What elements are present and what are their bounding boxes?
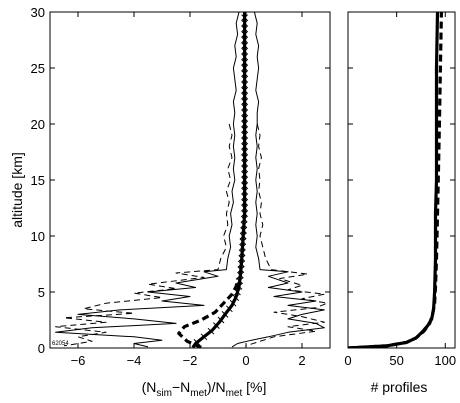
left-marker: [217, 316, 225, 324]
right-series-group: [348, 12, 443, 348]
left-marker: [241, 14, 248, 21]
left-marker: [241, 143, 248, 150]
left-marker: [239, 232, 247, 240]
right-x-tick-label: 50: [389, 353, 403, 368]
left-series-line-5: [55, 123, 233, 347]
right-x-tick-label: 0: [344, 353, 351, 368]
right-x-axis-label: # profiles: [371, 379, 428, 395]
left-marker: [241, 187, 248, 195]
left-marker: [241, 64, 248, 72]
left-marker: [241, 31, 248, 38]
x-label-part: −N: [172, 379, 190, 395]
left-marker: [241, 53, 248, 61]
left-marker: [241, 47, 248, 55]
left-marker: [241, 81, 248, 89]
left-marker: [241, 109, 248, 117]
left-x-tick-label: −6: [71, 353, 86, 368]
x-label-part: (N: [142, 379, 157, 395]
left-marker: [238, 255, 246, 262]
left-marker: [241, 75, 248, 83]
left-marker: [241, 87, 248, 94]
left-marker: [229, 299, 237, 307]
left-y-tick-label: 15: [31, 173, 45, 188]
left-series-line-4: [231, 12, 325, 348]
left-marker: [241, 103, 248, 111]
left-marker: [241, 98, 248, 105]
left-marker: [237, 266, 245, 273]
x-label-part: [%]: [242, 379, 266, 395]
left-marker: [241, 154, 248, 161]
left-y-tick-label: 25: [31, 61, 45, 76]
right-axis-ticks: 0 50 100: [344, 11, 456, 368]
left-marker: [241, 165, 248, 173]
left-marker: [240, 215, 248, 223]
right-series-line-2: [348, 12, 443, 348]
left-marker: [240, 227, 247, 234]
left-marker: [241, 193, 248, 201]
left-marker: [241, 204, 248, 212]
left-marker: [241, 120, 248, 128]
left-x-tick-label: 2: [298, 353, 305, 368]
sample-id-annotation: 62054: [52, 341, 69, 347]
left-x-tick-label: −4: [127, 353, 142, 368]
left-marker: [226, 305, 233, 313]
left-marker: [241, 70, 248, 77]
right-series-line-1: [348, 12, 440, 348]
left-y-tick-label: 0: [38, 341, 45, 356]
left-marker: [241, 59, 248, 66]
left-marker: [239, 243, 246, 251]
left-marker: [241, 159, 248, 167]
x-label-part: met: [226, 388, 243, 399]
left-marker: [232, 294, 240, 301]
left-marker: [213, 322, 220, 329]
left-x-tick-label: −2: [183, 353, 198, 368]
left-marker: [241, 126, 248, 133]
left-marker: [241, 199, 248, 206]
left-marker: [239, 238, 247, 245]
left-y-tick-label: 5: [38, 285, 45, 300]
left-marker: [241, 36, 248, 44]
left-x-tick-label: 0: [242, 353, 249, 368]
left-marker: [237, 271, 244, 279]
left-marker: [221, 311, 229, 318]
left-y-tick-label: 10: [31, 229, 45, 244]
left-marker: [241, 176, 248, 184]
left-marker: [241, 131, 248, 139]
left-marker: [240, 221, 248, 229]
left-series-line-2: [177, 278, 240, 348]
left-y-tick-label: 30: [31, 5, 45, 20]
x-label-part: )/N: [207, 379, 226, 395]
left-marker: [241, 115, 248, 122]
left-series-line-6: [245, 123, 328, 347]
left-series-line-3: [55, 12, 240, 348]
left-marker: [241, 42, 248, 49]
left-marker: [241, 210, 248, 217]
x-label-part: sim: [156, 388, 172, 399]
left-x-axis-label: (Nsim−Nmet)/Nmet [%]: [142, 379, 267, 399]
left-marker: [241, 182, 248, 189]
left-marker: [200, 333, 208, 341]
left-y-tick-label: 20: [31, 117, 45, 132]
left-marker: [207, 327, 215, 335]
left-marker: [241, 148, 248, 156]
right-x-tick-label: 100: [434, 353, 456, 368]
x-label-part: met: [190, 388, 207, 399]
left-marker: [241, 19, 248, 27]
left-marker: [237, 260, 245, 268]
left-series-group: [55, 12, 328, 348]
profile-count-panel: 0 50 100: [344, 11, 456, 368]
left-marker: [241, 92, 248, 100]
left-marker: [241, 25, 248, 33]
left-marker: [241, 137, 248, 145]
y-axis-label: altitude [km]: [9, 152, 25, 227]
left-marker: [238, 249, 246, 257]
left-marker: [241, 171, 248, 178]
